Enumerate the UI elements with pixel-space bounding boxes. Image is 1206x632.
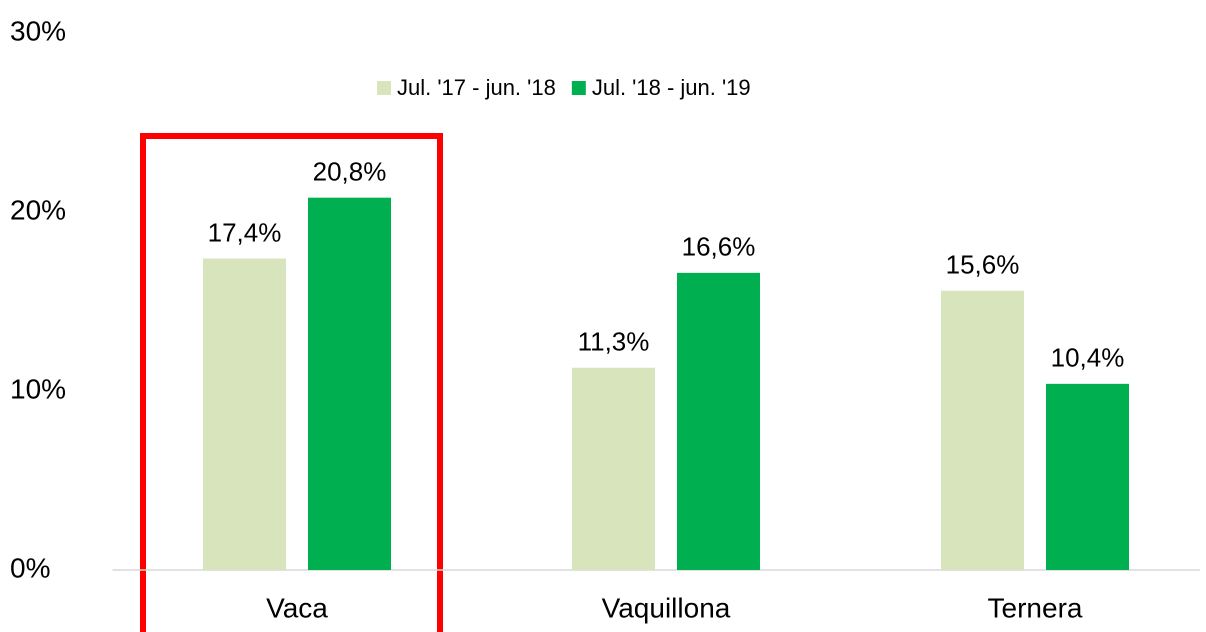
bar bbox=[941, 290, 1024, 570]
y-tick-label: 0% bbox=[10, 552, 50, 583]
bar bbox=[677, 272, 760, 570]
highlight-box bbox=[140, 133, 443, 632]
bar bbox=[572, 367, 655, 570]
legend-swatch bbox=[377, 81, 391, 95]
legend-label: Jul. '17 - jun. '18 bbox=[397, 75, 556, 100]
y-tick-label: 30% bbox=[10, 15, 66, 46]
value-label: 16,6% bbox=[682, 232, 756, 262]
y-tick-label: 10% bbox=[10, 373, 66, 404]
legend-swatch bbox=[571, 81, 586, 95]
y-tick-label: 20% bbox=[10, 194, 66, 225]
value-label: 11,3% bbox=[578, 327, 650, 357]
bar bbox=[308, 197, 391, 570]
bar bbox=[1046, 383, 1129, 570]
bar bbox=[203, 258, 286, 570]
value-label: 17,4% bbox=[208, 217, 282, 247]
x-tick-label: Ternera bbox=[988, 592, 1083, 623]
x-tick-label: Vaca bbox=[266, 592, 328, 623]
value-label: 10,4% bbox=[1051, 343, 1125, 373]
legend-label: Jul. '18 - jun. '19 bbox=[592, 75, 751, 100]
value-label: 15,6% bbox=[946, 250, 1020, 280]
x-tick-label: Vaquillona bbox=[602, 592, 731, 623]
value-label: 20,8% bbox=[313, 157, 387, 187]
